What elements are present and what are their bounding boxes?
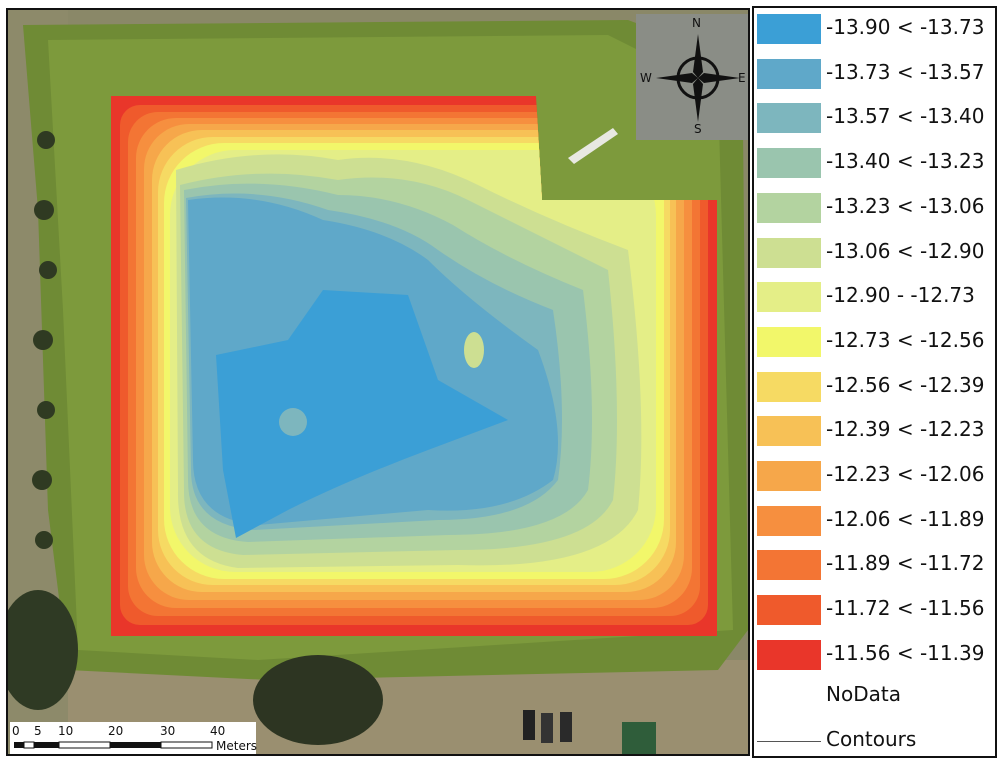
scale-unit-label: Meters bbox=[216, 739, 258, 753]
legend-contours-label: Contours bbox=[826, 727, 917, 751]
legend-class-label: -13.23 < -13.06 bbox=[826, 193, 985, 218]
legend-class-label: -13.57 < -13.40 bbox=[826, 104, 985, 129]
legend-swatch bbox=[757, 148, 821, 179]
tree-canopy bbox=[253, 655, 383, 745]
legend-swatch bbox=[757, 371, 821, 402]
legend-class-row: -12.56 < -12.39 bbox=[754, 370, 994, 403]
legend-swatch bbox=[757, 103, 821, 134]
legend-class-row: -13.23 < -13.06 bbox=[754, 191, 994, 224]
parked-cars bbox=[523, 710, 656, 754]
scale-tick-label: 10 bbox=[58, 724, 74, 738]
legend-class-label: -12.06 < -11.89 bbox=[826, 506, 985, 531]
compass-north-label: N bbox=[692, 16, 701, 30]
compass-icon bbox=[656, 34, 740, 122]
legend: -13.90 < -13.73 -13.73 < -13.57 -13.57 < -… bbox=[752, 6, 997, 758]
legend-class-row: -13.06 < -12.90 bbox=[754, 236, 994, 269]
legend-class-row: -12.06 < -11.89 bbox=[754, 504, 994, 537]
legend-swatch bbox=[757, 595, 821, 626]
legend-class-label: -13.73 < -13.57 bbox=[826, 59, 985, 84]
legend-class-row: -13.90 < -13.73 bbox=[754, 12, 994, 45]
legend-class-label: -11.89 < -11.72 bbox=[826, 551, 985, 576]
tree-row bbox=[32, 131, 57, 549]
dock bbox=[568, 128, 618, 164]
legend-swatch bbox=[757, 326, 821, 357]
compass-west-label: W bbox=[640, 71, 652, 85]
legend-class-label: -13.06 < -12.90 bbox=[826, 238, 985, 263]
legend-class-label: -12.23 < -12.06 bbox=[826, 462, 985, 486]
scale-tick-label: 0 bbox=[12, 724, 20, 738]
scale-tick-label: 5 bbox=[34, 724, 42, 738]
legend-class-label: -13.90 < -13.73 bbox=[826, 15, 985, 39]
legend-swatch bbox=[757, 192, 821, 223]
tree-canopy-left bbox=[8, 590, 78, 710]
scale-tick-label: 40 bbox=[210, 724, 226, 738]
bathymetry-layer bbox=[111, 96, 717, 636]
legend-class-label: -11.72 < -11.56 bbox=[826, 596, 985, 621]
legend-swatch bbox=[757, 639, 821, 670]
legend-swatch bbox=[757, 58, 821, 89]
legend-class-row: -12.73 < -12.56 bbox=[754, 325, 994, 358]
legend-class-row: -13.40 < -13.23 bbox=[754, 146, 994, 179]
legend-class-row: -12.90 - -12.73 bbox=[754, 280, 994, 313]
legend-class-label: -11.56 < -11.39 bbox=[826, 640, 985, 665]
legend-class-label: -12.90 - -12.73 bbox=[826, 283, 975, 308]
legend-nodata-label: NoData bbox=[826, 682, 901, 706]
legend-class-row: -13.73 < -13.57 bbox=[754, 57, 994, 90]
scale-bar-graphic bbox=[14, 741, 213, 749]
compass-rose: N S E W bbox=[636, 14, 748, 140]
legend-class-label: -12.39 < -12.23 bbox=[826, 417, 985, 442]
compass-south-label: S bbox=[694, 122, 702, 136]
legend-class-row: -13.57 < -13.40 bbox=[754, 101, 994, 134]
map-view[interactable]: N S E W 0 5 10 20 30 40 Meters bbox=[6, 8, 750, 756]
legend-swatch bbox=[757, 282, 821, 313]
aerial-map bbox=[8, 10, 748, 754]
legend-class-row: -11.56 < -11.39 bbox=[754, 638, 994, 671]
legend-class-row: -12.23 < -12.06 bbox=[754, 459, 994, 492]
scale-tick-label: 20 bbox=[108, 724, 124, 738]
legend-class-row: -12.39 < -12.23 bbox=[754, 414, 994, 447]
legend-class-label: -12.56 < -12.39 bbox=[826, 372, 985, 397]
legend-class-label: -12.73 < -12.56 bbox=[826, 327, 985, 352]
scale-tick-label: 30 bbox=[160, 724, 176, 738]
legend-swatch bbox=[757, 461, 821, 491]
legend-class-row: -11.72 < -11.56 bbox=[754, 593, 994, 626]
scale-bar: 0 5 10 20 30 40 Meters bbox=[10, 722, 258, 754]
legend-swatch bbox=[757, 550, 821, 581]
legend-swatch bbox=[757, 237, 821, 268]
compass-east-label: E bbox=[738, 71, 746, 85]
legend-swatch bbox=[757, 14, 821, 44]
legend-class-row: -11.89 < -11.72 bbox=[754, 548, 994, 581]
legend-class-label: -13.40 < -13.23 bbox=[826, 149, 985, 174]
legend-swatch bbox=[757, 416, 821, 447]
legend-swatch bbox=[757, 505, 821, 536]
legend-contour-line bbox=[757, 741, 821, 742]
